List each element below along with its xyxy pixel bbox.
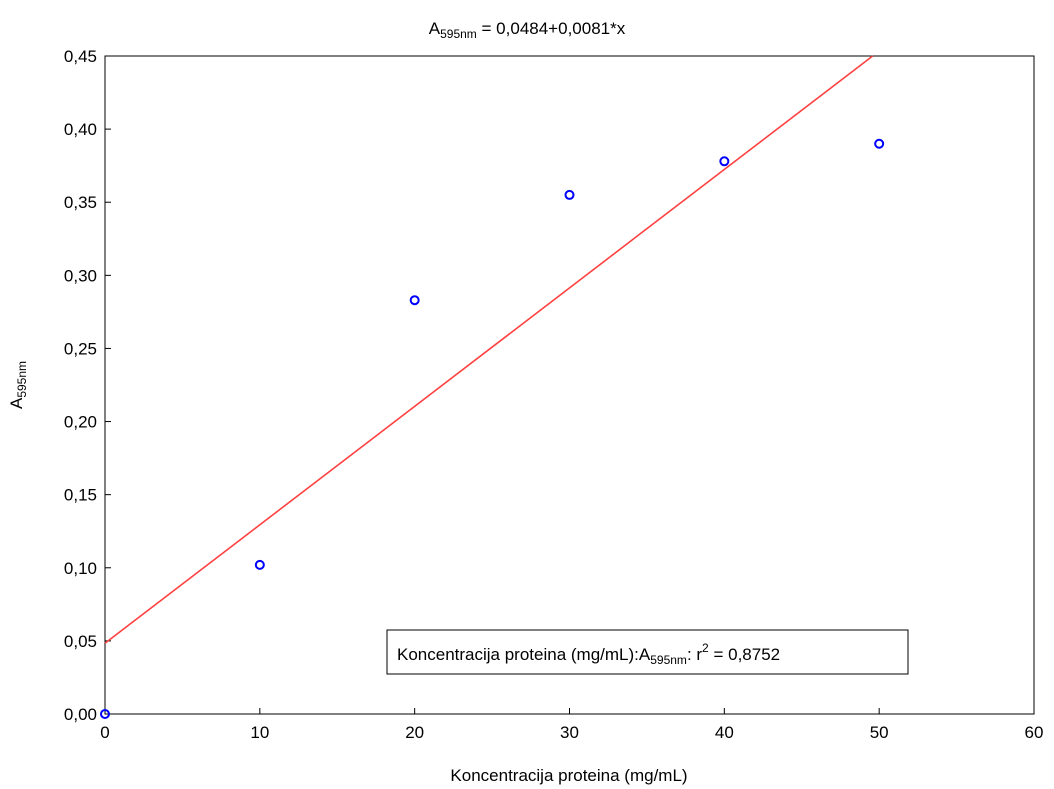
title-rest: = 0,0484+0,0081*x: [477, 19, 626, 38]
x-tick-label: 40: [715, 723, 734, 742]
y-tick-label: 0,05: [64, 632, 97, 651]
legend-suffix: = 0,8752: [709, 645, 780, 664]
y-tick-label: 0,10: [64, 559, 97, 578]
title-base: A: [429, 19, 441, 38]
x-axis-title: Koncentracija proteina (mg/mL): [450, 766, 687, 785]
y-axis: 0,00 0,05 0,10 0,15 0,20 0,25 0,30 0,35 0,40 0,45: [64, 47, 111, 724]
legend-superscript: 2: [702, 641, 709, 655]
y-tick-label: 0,45: [64, 47, 97, 66]
y-tick-label: 0,15: [64, 486, 97, 505]
y-axis-title-base: A: [7, 397, 26, 409]
fit-line-group: [104, 55, 874, 644]
y-tick-label: 0,25: [64, 339, 97, 358]
data-point: [719, 156, 730, 167]
y-axis-title: A595nm: [7, 361, 29, 409]
y-tick-label: 0,40: [64, 120, 97, 139]
legend-subscript: 595nm: [650, 653, 687, 667]
data-point: [100, 709, 110, 719]
data-points: [100, 138, 885, 719]
legend-prefix: Koncentracija proteina (mg/mL):A: [397, 645, 651, 664]
x-tick-label: 0: [100, 723, 109, 742]
x-tick-label: 10: [250, 723, 269, 742]
x-tick-label: 20: [405, 723, 424, 742]
legend-middle: : r: [687, 645, 702, 664]
plot-frame: [104, 55, 1035, 715]
legend-text: Koncentracija proteina (mg/mL):A595nm: r…: [397, 641, 780, 667]
x-axis: 0 10 20 30 40 50 60: [100, 708, 1043, 742]
y-tick-label: 0,00: [64, 705, 97, 724]
data-point: [409, 295, 420, 306]
x-tick-label: 60: [1025, 723, 1044, 742]
regression-line: [104, 55, 874, 644]
legend: Koncentracija proteina (mg/mL):A595nm: r…: [386, 629, 909, 675]
data-point: [564, 189, 575, 200]
legend-box: [386, 629, 909, 675]
data-point: [254, 559, 265, 570]
data-point: [874, 138, 885, 149]
chart-title: A595nm = 0,0484+0,0081*x: [429, 19, 626, 41]
title-subscript: 595nm: [440, 27, 477, 41]
y-tick-label: 0,20: [64, 413, 97, 432]
y-tick-label: 0,35: [64, 193, 97, 212]
y-axis-title-subscript: 595nm: [15, 361, 29, 398]
y-tick-label: 0,30: [64, 266, 97, 285]
x-tick-label: 30: [560, 723, 579, 742]
x-tick-label: 50: [870, 723, 889, 742]
